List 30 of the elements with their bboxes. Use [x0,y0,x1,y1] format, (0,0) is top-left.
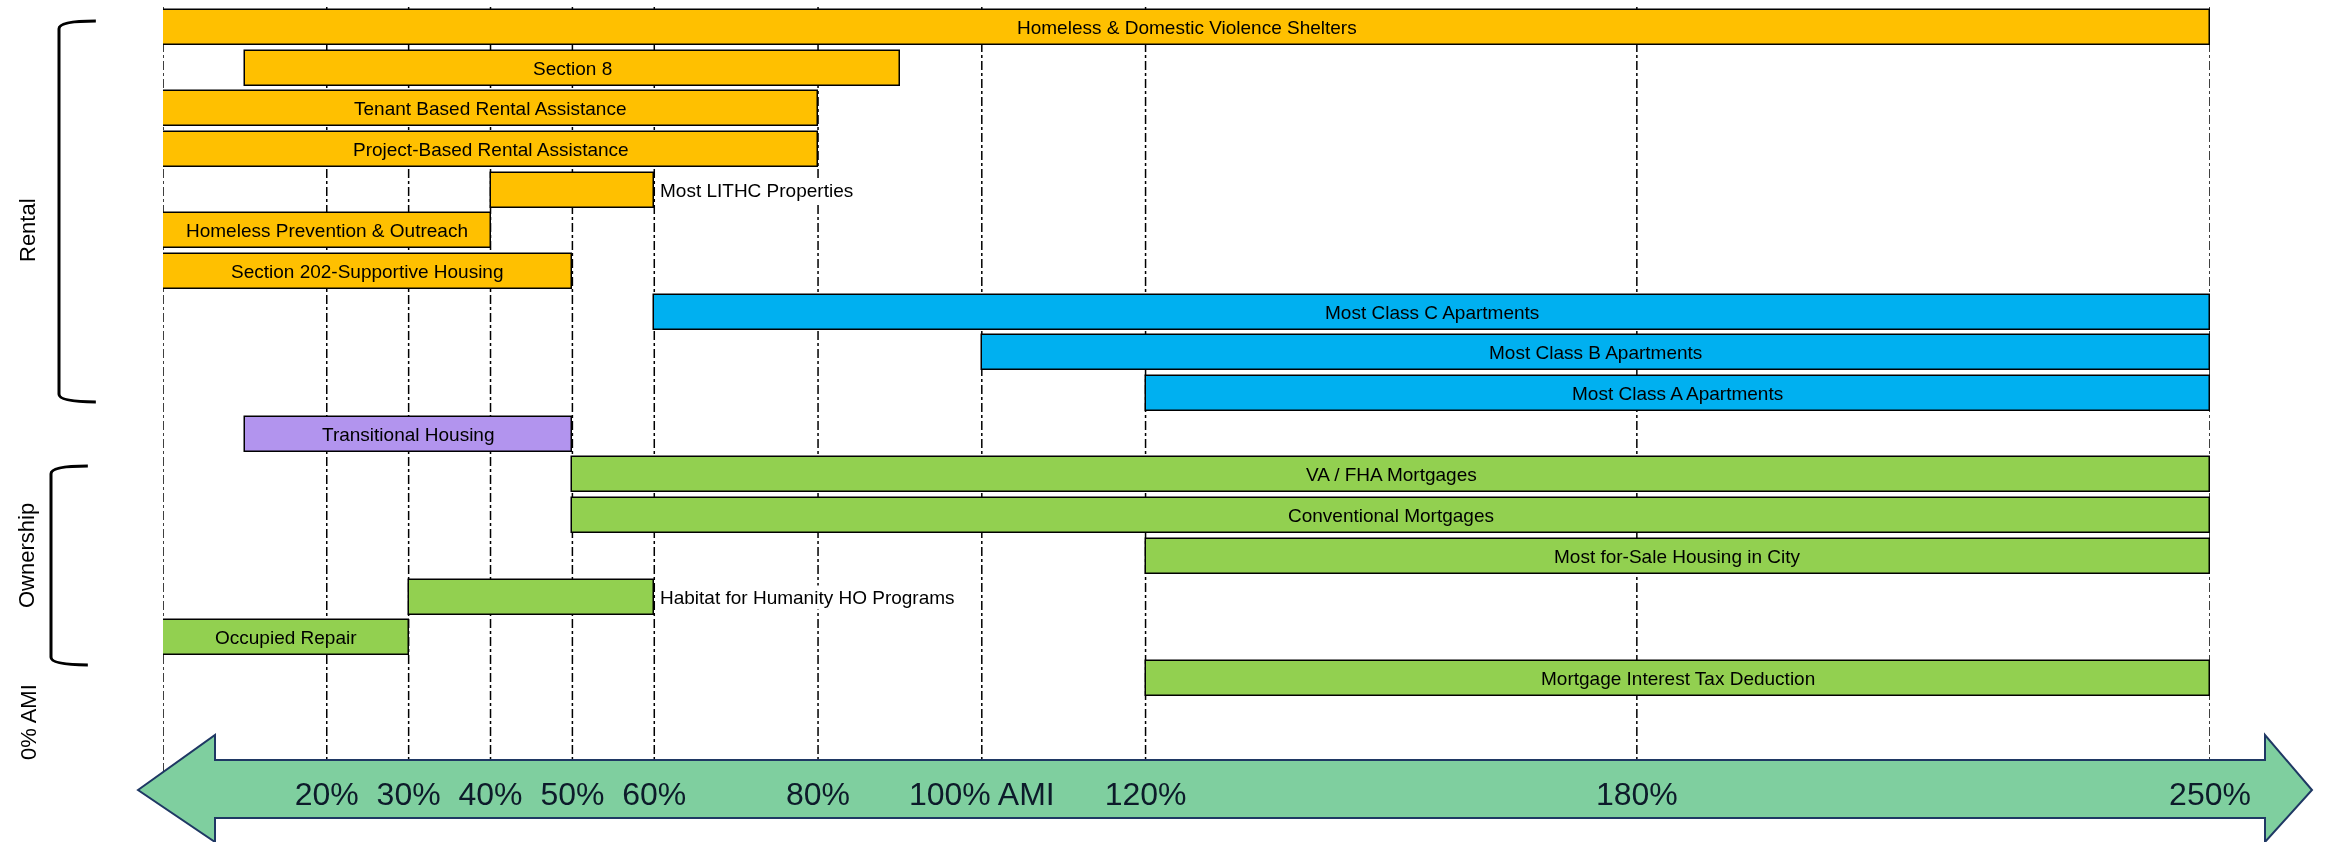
y-tick-label: Project-Based Rental Assistance [353,139,629,160]
y-tick-label: Habitat for Humanity HO Programs [660,587,955,608]
y-tick-label: Mortgage Interest Tax Deduction [1541,668,1816,689]
y-tick-label: Most Class C Apartments [1325,302,1540,323]
text: 0% AMI [16,684,41,760]
y-tick-label: Most Class B Apartments [1489,342,1703,363]
x-tick-label: 50% [540,776,605,812]
y-tick-label: Tenant Based Rental Assistance [354,98,627,119]
text: Rental [15,198,40,262]
x-tick-label: 30% [376,776,441,812]
y-tick-label: VA / FHA Mortgages [1306,464,1477,485]
y-tick-label: Transitional Housing [322,424,495,445]
y-tick-label: Homeless & Domestic Violence Shelters [1017,17,1357,38]
x-tick-label: 250% [2169,776,2251,812]
x-tick-label: 60% [622,776,687,812]
y-tick-label: Section 202-Supportive Housing [231,261,504,282]
y-tick-label: Most LITHC Properties [660,180,854,201]
x-tick-label: 180% [1595,776,1678,812]
y-tick-label: Section 8 [533,58,613,79]
y-tick-label: Occupied Repair [215,627,358,648]
x-tick-label: 80% [786,776,851,812]
y-tick-label: Homeless Prevention & Outreach [186,220,468,241]
x-tick-label: 20% [294,776,359,812]
y-tick-label: Most for-Sale Housing in City [1554,546,1801,567]
x-tick-label: 100% AMI [908,776,1055,812]
y-tick-label: Conventional Mortgages [1288,505,1494,526]
x-tick-label: 120% [1104,776,1187,812]
x-tick-label: 40% [458,776,523,812]
text: Ownership [14,502,39,608]
y-tick-label: Most Class A Apartments [1572,383,1784,404]
